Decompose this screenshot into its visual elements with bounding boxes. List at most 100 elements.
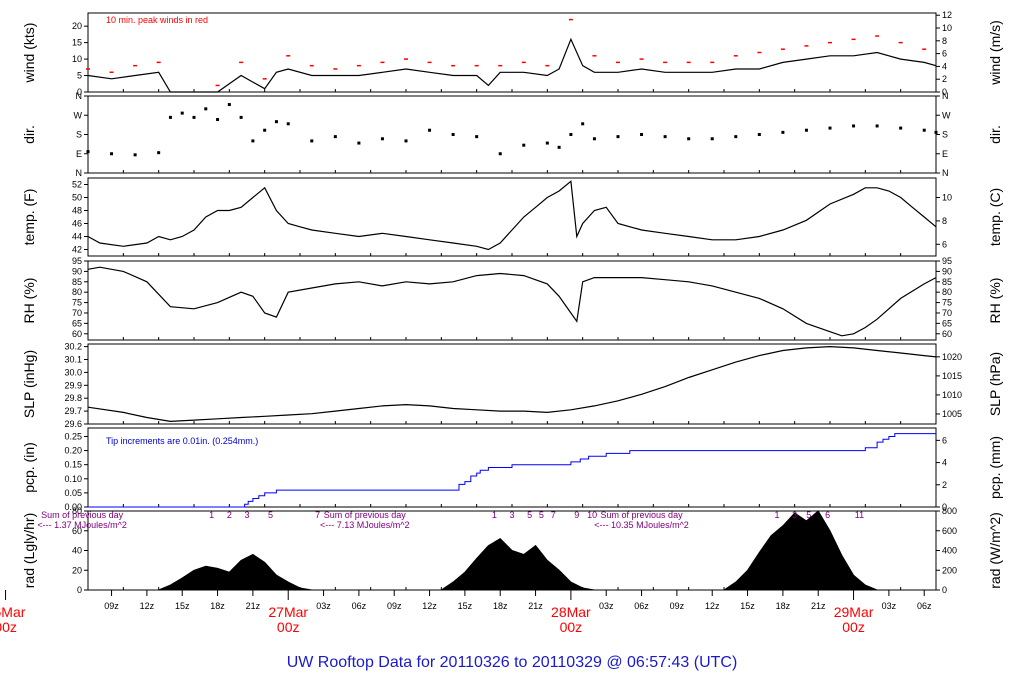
ylabel-right-rh: RH (%) bbox=[987, 278, 1003, 324]
direction-point bbox=[522, 143, 526, 147]
direction-point bbox=[569, 133, 573, 136]
day-time-label: 00z bbox=[842, 619, 865, 635]
ytick-label-right: 2 bbox=[942, 480, 947, 490]
uv-index-label: 5 bbox=[539, 510, 544, 520]
xtick-label: 15z bbox=[740, 601, 755, 611]
ytick-label-right: 0 bbox=[942, 502, 947, 512]
uv-index-label: 5 bbox=[806, 510, 811, 520]
xtick-label: 12z bbox=[422, 601, 437, 611]
direction-point bbox=[380, 137, 384, 141]
direction-point bbox=[192, 115, 196, 119]
ytick-label-left: N bbox=[76, 91, 83, 101]
ytick-label-left: 65 bbox=[72, 318, 82, 328]
ylabel-right-temp: temp. (C) bbox=[987, 188, 1003, 246]
ytick-label-left: 0.05 bbox=[64, 488, 82, 498]
direction-point bbox=[828, 126, 832, 130]
direction-point bbox=[498, 152, 502, 156]
day-date-label: 29Mar bbox=[834, 604, 874, 620]
uv-index-label: 5 bbox=[268, 510, 273, 520]
direction-point bbox=[333, 135, 337, 139]
ytick-label-left: 70 bbox=[72, 308, 82, 318]
ytick-label-right: 6 bbox=[942, 239, 947, 249]
ytick-label-left: 20 bbox=[72, 21, 82, 31]
direction-point bbox=[934, 130, 938, 134]
direction-point bbox=[663, 135, 667, 139]
direction-point bbox=[804, 128, 808, 132]
pcp-panel-note: Tip increments are 0.01in. (0.254mm.) bbox=[106, 436, 258, 446]
ytick-label-left: 20 bbox=[72, 565, 82, 575]
xtick-label: 09z bbox=[104, 601, 119, 611]
ytick-label-right: 2 bbox=[942, 74, 947, 84]
ytick-label-left: 30.0 bbox=[64, 367, 82, 377]
ytick-label-left: 40 bbox=[72, 546, 82, 556]
direction-point bbox=[251, 139, 255, 143]
pressure-line bbox=[87, 345, 937, 423]
uv-index-label: 5 bbox=[527, 510, 532, 520]
direction-point bbox=[168, 115, 172, 119]
ytick-label-left: 80 bbox=[72, 506, 82, 516]
xtick-label: 21z bbox=[246, 601, 261, 611]
ylabel-right-dir: dir. bbox=[987, 125, 1003, 144]
ytick-label-right: 4 bbox=[942, 458, 947, 468]
ytick-label-left: 95 bbox=[72, 256, 82, 266]
ytick-label-right: N bbox=[942, 168, 949, 178]
ytick-label-left: 48 bbox=[72, 206, 82, 216]
ytick-label-left: 29.9 bbox=[64, 380, 82, 390]
xtick-label: 03z bbox=[316, 601, 331, 611]
panel-frame-slp bbox=[87, 343, 937, 425]
ytick-label-right: 1010 bbox=[942, 390, 962, 400]
ytick-label-left: 0.00 bbox=[64, 502, 82, 512]
precipitation-line bbox=[88, 433, 936, 508]
uv-index-label: 2 bbox=[227, 510, 232, 520]
uv-index-label: 3 bbox=[509, 510, 514, 520]
uv-index-label: 6 bbox=[825, 510, 830, 520]
ytick-label-right: 1015 bbox=[942, 371, 962, 381]
ytick-label-left: 80 bbox=[72, 287, 82, 297]
ytick-label-left: 60 bbox=[72, 329, 82, 339]
ytick-label-left: 15 bbox=[72, 38, 82, 48]
wind-speed-line bbox=[87, 37, 937, 93]
ytick-label-right: 200 bbox=[942, 565, 957, 575]
ytick-label-right: 8 bbox=[942, 36, 947, 46]
direction-point bbox=[239, 115, 243, 119]
xtick-label: 12z bbox=[705, 601, 720, 611]
ylabel-right-wind: wind (m/s) bbox=[987, 20, 1003, 86]
xtick-label: 15z bbox=[175, 601, 190, 611]
direction-point bbox=[216, 118, 220, 122]
ytick-label-left: 29.6 bbox=[64, 419, 82, 429]
ytick-label-right: S bbox=[942, 130, 948, 140]
ytick-label-left: 0 bbox=[77, 585, 82, 595]
ytick-label-right: 0 bbox=[942, 87, 947, 97]
solar-sum-value: <--- 1.37 MJoules/m^2 bbox=[37, 520, 127, 530]
direction-point bbox=[263, 128, 267, 132]
xtick-label: 06z bbox=[917, 601, 932, 611]
direction-point bbox=[899, 126, 903, 130]
day-date-label: 28Mar bbox=[551, 604, 591, 620]
ylabel-right-pcp: pcp. (mm) bbox=[987, 436, 1003, 499]
direction-point bbox=[616, 135, 620, 139]
ytick-label-right: 12 bbox=[942, 10, 952, 20]
ytick-label-right: 6 bbox=[942, 435, 947, 445]
panel-frame-wind bbox=[87, 12, 937, 93]
ytick-label-left: 0.25 bbox=[64, 431, 82, 441]
xtick-label: 15z bbox=[458, 601, 473, 611]
ytick-label-right: 0 bbox=[942, 585, 947, 595]
ytick-label-right: 800 bbox=[942, 506, 957, 516]
panel-frame-temp bbox=[87, 177, 937, 257]
direction-point bbox=[451, 133, 455, 136]
direction-point bbox=[475, 135, 479, 139]
direction-point bbox=[581, 122, 585, 126]
solar-sum-label: Sum of previous day bbox=[41, 510, 124, 520]
xtick-label: 06z bbox=[634, 601, 649, 611]
ytick-label-left: 50 bbox=[72, 193, 82, 203]
ytick-label-right: 6 bbox=[942, 49, 947, 59]
ytick-label-left: 10 bbox=[72, 54, 82, 64]
radiation-area bbox=[88, 510, 936, 591]
solar-sum-label: Sum of previous day bbox=[324, 510, 407, 520]
ylabel-left-temp: temp. (F) bbox=[21, 189, 37, 246]
xtick-label: 18z bbox=[210, 601, 225, 611]
direction-point bbox=[922, 128, 926, 132]
xtick-label: 21z bbox=[528, 601, 543, 611]
day-time-label: 00z bbox=[277, 619, 300, 635]
xtick-label: 18z bbox=[493, 601, 508, 611]
